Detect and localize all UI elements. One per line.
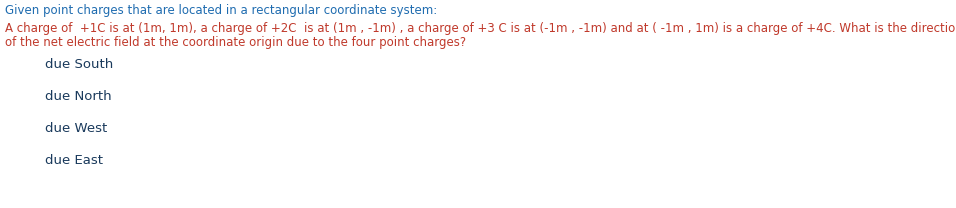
Text: due West: due West xyxy=(45,122,107,135)
Text: due East: due East xyxy=(45,154,103,167)
Text: due North: due North xyxy=(45,90,112,103)
Text: Given point charges that are located in a rectangular coordinate system:: Given point charges that are located in … xyxy=(5,4,437,17)
Text: A charge of  +1C is at (1m, 1m), a charge of +2C  is at (1m , -1m) , a charge of: A charge of +1C is at (1m, 1m), a charge… xyxy=(5,22,956,35)
Text: of the net electric field at the coordinate origin due to the four point charges: of the net electric field at the coordin… xyxy=(5,36,467,49)
Text: due South: due South xyxy=(45,58,113,71)
